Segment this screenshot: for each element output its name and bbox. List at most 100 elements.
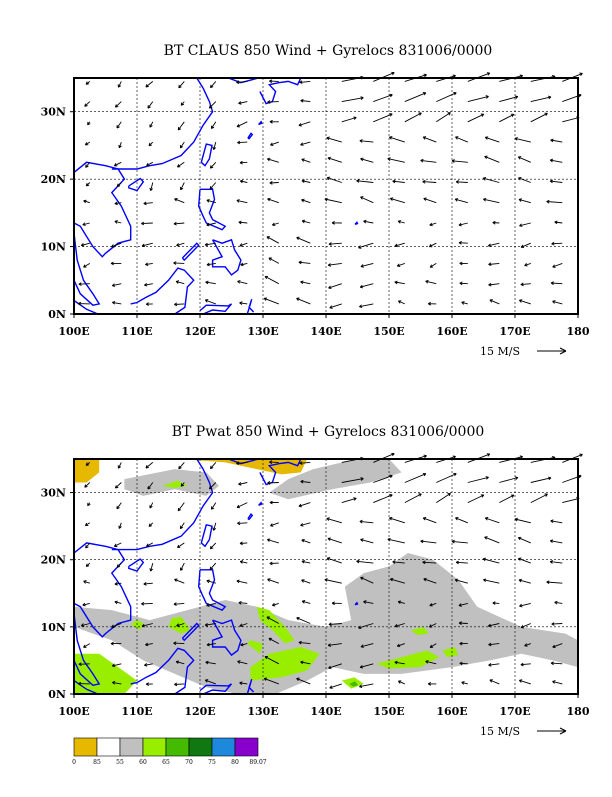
wind-vector [487,623,500,628]
wind-vector [458,602,468,607]
wind-vector [484,155,500,163]
wind-vector [404,472,427,483]
coastline [111,458,214,551]
wind-vector [387,157,405,163]
colorbar-label: 80 [231,759,239,766]
wind-vector [177,502,185,512]
x-tick-label: 160E [436,705,467,718]
x-tick-label: 110E [121,325,152,338]
wind-vector [113,542,122,547]
wind-vector [145,682,153,686]
wind-vector [239,623,248,628]
coastline [130,647,195,695]
wind-vector [239,681,248,685]
x-tick-label: 100E [58,325,89,338]
wind-vector [298,260,311,265]
wind-vector [299,461,311,465]
coastline [197,569,227,611]
wind-vector [114,101,122,108]
coastline [247,132,254,140]
wind-vector [356,179,374,183]
y-tick-label: 20N [41,554,66,567]
wind-vector [394,660,405,665]
wind-vector [264,655,280,665]
wind-vector [324,197,342,204]
wind-vector [85,542,91,549]
wind-vector [238,220,248,225]
wind-vector [209,161,217,169]
wind-vector [300,98,311,103]
colorbar-swatch [96,737,121,757]
wind-vector [429,263,437,268]
wind-vector [326,557,342,564]
wind-vector [208,101,217,109]
colorbar-swatch [73,737,98,757]
wind-vector [145,642,153,647]
wind-vector [428,623,437,628]
wind-vector [499,476,519,483]
coastline [258,501,263,506]
x-tick-label: 180 [567,325,590,338]
wind-vector [296,677,311,685]
wind-vector [373,474,393,483]
wind-vector [520,282,531,287]
wind-vector [422,560,437,565]
wind-vector [117,81,122,88]
wind-vector [80,623,90,627]
wind-vector [204,679,216,685]
wind-vector [111,283,122,287]
wind-vector [341,116,357,123]
wind-vector [363,600,374,604]
wind-vector [483,197,500,204]
wind-vector [236,199,248,204]
wind-vector [179,522,185,530]
wind-vector [83,643,91,648]
wind-vector [518,557,531,564]
chart-title: BT CLAUS 850 Wind + Gyrelocs 831006/0000 [164,43,493,59]
wind-vector [268,637,280,644]
colorbar-swatch [119,737,144,757]
wind-vector [173,602,185,606]
wind-vector [499,95,519,103]
wind-vector [423,197,437,204]
wind-vector [517,536,531,544]
x-tick-label: 170E [499,325,530,338]
wind-vector [300,522,311,527]
wind-vector [554,600,563,605]
wind-vector [271,602,279,607]
coastline [246,678,255,695]
wind-vector [549,560,563,564]
y-tick-label: 20N [41,173,66,186]
wind-vector [112,680,122,685]
wind-vector [116,562,122,568]
wind-vector [145,262,153,267]
wind-vector [114,482,122,489]
wind-vector [80,242,90,247]
coastline [354,601,359,606]
wind-vector [173,261,185,265]
wind-vector [114,600,122,605]
y-tick-label: 30N [41,487,66,500]
wind-vector [267,100,279,104]
wind-vector [467,476,489,483]
wind-vector [114,582,122,586]
wind-vector [298,502,311,508]
wind-vector [114,201,122,206]
wind-vector [549,539,563,544]
pwat-region [130,620,144,631]
reference-vector-label: 15 M/S [480,725,520,738]
wind-vector [84,101,91,107]
wind-vector [206,602,216,607]
wind-vector [82,222,90,226]
wind-vector [269,460,279,464]
wind-vector [427,682,437,686]
wind-vector [404,493,422,503]
wind-vector [145,302,153,306]
wind-vector [455,560,468,565]
wind-vector [205,660,216,665]
wind-vector [499,113,515,123]
colorbar-label: 75 [208,759,216,766]
wind-vector [397,600,405,605]
wind-vector [174,302,185,307]
wind-vector [239,560,248,564]
